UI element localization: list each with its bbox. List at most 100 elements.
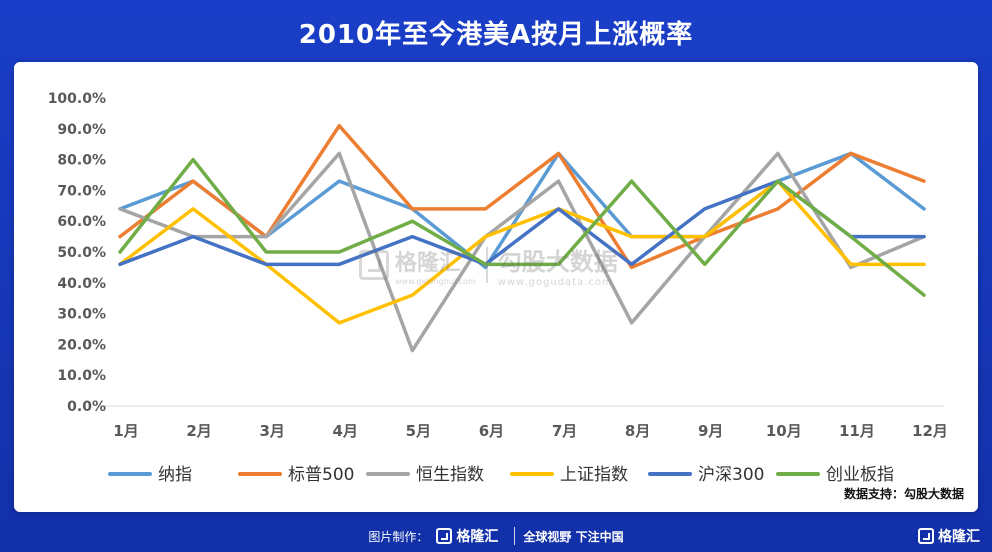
footer: 图片制作： 格隆汇 全球视野 下注中国 (0, 520, 992, 552)
footer-slogan: 全球视野 下注中国 (523, 529, 624, 544)
data-point (850, 266, 852, 268)
y-tick-label: 70.0% (57, 183, 106, 199)
data-point (338, 251, 340, 253)
data-point (850, 263, 852, 265)
data-point (411, 220, 413, 222)
data-point (338, 180, 340, 182)
data-point (631, 322, 633, 324)
watermark-divider (485, 247, 488, 283)
data-point (411, 294, 413, 296)
data-point (558, 180, 560, 182)
data-point (777, 180, 779, 182)
data-point (923, 294, 925, 296)
corner-logo-icon (918, 528, 934, 544)
data-point (484, 208, 486, 210)
data-point (192, 180, 194, 182)
legend-label: 沪深300 (698, 465, 764, 485)
series-line (118, 179, 926, 325)
data-point (484, 236, 486, 238)
data-point (777, 208, 779, 210)
y-tick-label: 0.0% (67, 399, 106, 415)
footer-made-by: 图片制作： (368, 529, 429, 544)
data-point (850, 236, 852, 238)
y-tick-label: 80.0% (57, 153, 106, 169)
data-point (411, 208, 413, 210)
data-point (265, 236, 267, 238)
data-point (119, 251, 121, 253)
data-point (192, 236, 194, 238)
y-tick-label: 50.0% (57, 245, 106, 261)
data-point (923, 263, 925, 265)
y-tick-label: 90.0% (57, 122, 106, 138)
watermark-brand: 格隆汇 (395, 250, 462, 276)
data-point (484, 266, 486, 268)
watermark-brand-url: www.gelonghui.com (395, 276, 476, 286)
y-tick-label: 40.0% (57, 276, 106, 292)
data-point (411, 236, 413, 238)
data-point (338, 125, 340, 127)
data-point (558, 208, 560, 210)
data-point (265, 251, 267, 253)
legend-label: 创业板指 (826, 465, 894, 485)
y-tick-label: 60.0% (57, 214, 106, 230)
watermark-source-group: 勾股大数据 www.gogudata.com (498, 242, 618, 288)
footer-divider (514, 527, 516, 545)
data-point (631, 266, 633, 268)
data-point (850, 152, 852, 154)
data-point (119, 236, 121, 238)
x-tick-label: 7月 (552, 422, 577, 440)
y-tick-label: 20.0% (57, 337, 106, 353)
data-point (631, 263, 633, 265)
x-tick-label: 10月 (766, 422, 802, 440)
watermark-source-brand: 勾股大数据 (497, 248, 618, 276)
watermark-brand-group: 格隆汇 www.gelonghui.com (395, 245, 476, 286)
data-point (558, 263, 560, 265)
data-point (631, 180, 633, 182)
series-line (118, 123, 926, 270)
footer-logo-text: 格隆汇 (456, 529, 499, 545)
data-point (338, 152, 340, 154)
x-tick-label: 5月 (406, 422, 431, 440)
data-point (923, 180, 925, 182)
legend-label: 纳指 (158, 465, 192, 485)
data-point (777, 152, 779, 154)
legend-label: 标普500 (288, 465, 354, 485)
data-point (192, 208, 194, 210)
y-tick-label: 10.0% (57, 368, 106, 384)
data-point (411, 350, 413, 352)
x-tick-label: 11月 (839, 422, 875, 440)
x-tick-label: 9月 (698, 422, 723, 440)
data-point (923, 236, 925, 238)
x-tick-label: 1月 (113, 422, 138, 440)
x-tick-label: 3月 (259, 422, 284, 440)
watermark-logo-icon (359, 250, 389, 280)
data-point (704, 263, 706, 265)
data-point (631, 236, 633, 238)
y-tick-label: 30.0% (57, 307, 106, 323)
x-tick-label: 8月 (625, 422, 650, 440)
watermark-source-url: www.gogudata.com (497, 277, 613, 288)
legend-label: 恒生指数 (416, 465, 484, 485)
x-tick-label: 12月 (912, 422, 948, 440)
line-chart: 0.0% 10.0% 20.0% 30.0% 40.0% 50.0% 60.0% 70.0% 8… (48, 91, 948, 485)
data-point (704, 236, 706, 238)
data-point (119, 263, 121, 265)
data-point (923, 208, 925, 210)
series-line (118, 157, 926, 297)
legend-label: 上证指数 (560, 465, 628, 485)
x-tick-label: 2月 (186, 422, 211, 440)
data-point (338, 322, 340, 324)
corner-logo-text: 格隆汇 (938, 529, 980, 545)
data-point (558, 152, 560, 154)
gelonghui-logo-icon (436, 528, 453, 544)
x-tick-label: 4月 (333, 422, 358, 440)
watermark: 格隆汇 www.gelonghui.com 勾股大数据 www.gogudata… (359, 242, 618, 288)
data-point (338, 263, 340, 265)
data-point (265, 263, 267, 265)
data-point (484, 263, 486, 265)
data-point (119, 208, 121, 210)
data-point (704, 208, 706, 210)
source-note: 数据支持：勾股大数据 (843, 487, 964, 501)
y-tick-label: 100.0% (48, 91, 106, 107)
footer-logo: 格隆汇 (436, 526, 498, 546)
